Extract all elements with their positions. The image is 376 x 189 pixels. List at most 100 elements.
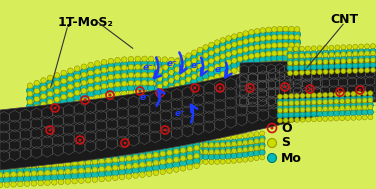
Circle shape: [215, 142, 220, 147]
Circle shape: [153, 145, 158, 149]
Circle shape: [153, 140, 158, 146]
Circle shape: [139, 154, 145, 160]
Circle shape: [188, 63, 195, 70]
Circle shape: [260, 38, 266, 43]
Circle shape: [155, 56, 161, 62]
Circle shape: [142, 72, 147, 78]
Circle shape: [170, 133, 174, 138]
Circle shape: [259, 48, 266, 55]
Circle shape: [106, 166, 111, 171]
Circle shape: [317, 111, 323, 117]
Circle shape: [305, 63, 310, 68]
Circle shape: [167, 150, 172, 156]
Circle shape: [78, 164, 85, 171]
Circle shape: [99, 176, 105, 182]
Circle shape: [294, 110, 299, 115]
Circle shape: [72, 168, 77, 174]
Circle shape: [293, 58, 299, 64]
Circle shape: [226, 52, 231, 57]
Circle shape: [191, 68, 197, 74]
Circle shape: [175, 86, 182, 93]
Circle shape: [271, 51, 277, 56]
Circle shape: [61, 104, 67, 110]
Circle shape: [283, 44, 288, 50]
Circle shape: [351, 108, 356, 113]
Circle shape: [288, 39, 295, 46]
Circle shape: [156, 96, 164, 103]
Circle shape: [47, 75, 53, 81]
Circle shape: [118, 161, 126, 168]
Circle shape: [74, 86, 80, 93]
Circle shape: [162, 91, 167, 96]
Circle shape: [47, 93, 53, 99]
Circle shape: [119, 150, 125, 156]
Circle shape: [121, 85, 128, 92]
Circle shape: [153, 154, 159, 160]
Circle shape: [108, 66, 114, 72]
Circle shape: [351, 91, 356, 96]
Circle shape: [65, 155, 71, 160]
Circle shape: [232, 151, 237, 156]
Circle shape: [94, 95, 100, 100]
Circle shape: [138, 90, 141, 92]
Circle shape: [277, 101, 282, 106]
Circle shape: [128, 80, 134, 86]
Circle shape: [74, 94, 80, 101]
Circle shape: [115, 67, 120, 73]
Circle shape: [121, 83, 127, 88]
Circle shape: [152, 156, 159, 163]
Circle shape: [168, 77, 175, 84]
Circle shape: [179, 60, 186, 67]
Circle shape: [158, 141, 163, 146]
Circle shape: [168, 86, 175, 93]
Circle shape: [289, 36, 294, 42]
Circle shape: [60, 91, 67, 98]
Circle shape: [139, 138, 145, 143]
Circle shape: [0, 164, 3, 170]
Circle shape: [237, 48, 243, 54]
Circle shape: [30, 159, 37, 166]
Circle shape: [27, 93, 33, 98]
Circle shape: [163, 81, 168, 86]
Circle shape: [317, 110, 322, 115]
Circle shape: [135, 72, 141, 78]
Circle shape: [31, 173, 37, 178]
Circle shape: [174, 69, 180, 74]
Circle shape: [359, 68, 364, 73]
Circle shape: [365, 61, 370, 66]
Circle shape: [112, 149, 118, 155]
Circle shape: [71, 157, 78, 164]
Circle shape: [167, 144, 172, 149]
Circle shape: [152, 140, 159, 147]
Circle shape: [259, 149, 265, 155]
Text: 1T-MoS₂: 1T-MoS₂: [58, 16, 114, 29]
Circle shape: [219, 42, 226, 49]
Circle shape: [60, 98, 67, 105]
Circle shape: [288, 47, 293, 52]
Circle shape: [287, 51, 293, 57]
Circle shape: [260, 52, 266, 57]
Circle shape: [248, 50, 255, 57]
Circle shape: [68, 92, 73, 98]
Circle shape: [33, 101, 40, 108]
Circle shape: [323, 50, 329, 56]
Circle shape: [146, 153, 152, 159]
Circle shape: [311, 60, 316, 65]
Circle shape: [175, 157, 180, 163]
Circle shape: [142, 74, 147, 80]
Circle shape: [356, 108, 362, 113]
Circle shape: [126, 149, 132, 155]
Circle shape: [37, 159, 44, 166]
Circle shape: [173, 149, 179, 154]
Circle shape: [203, 154, 209, 160]
Circle shape: [101, 67, 107, 73]
Circle shape: [305, 105, 311, 111]
Circle shape: [157, 78, 163, 83]
Circle shape: [300, 107, 305, 112]
Circle shape: [260, 138, 265, 143]
Circle shape: [351, 115, 356, 120]
Circle shape: [266, 43, 271, 49]
Circle shape: [254, 132, 259, 137]
Circle shape: [0, 158, 3, 164]
Circle shape: [370, 62, 376, 68]
